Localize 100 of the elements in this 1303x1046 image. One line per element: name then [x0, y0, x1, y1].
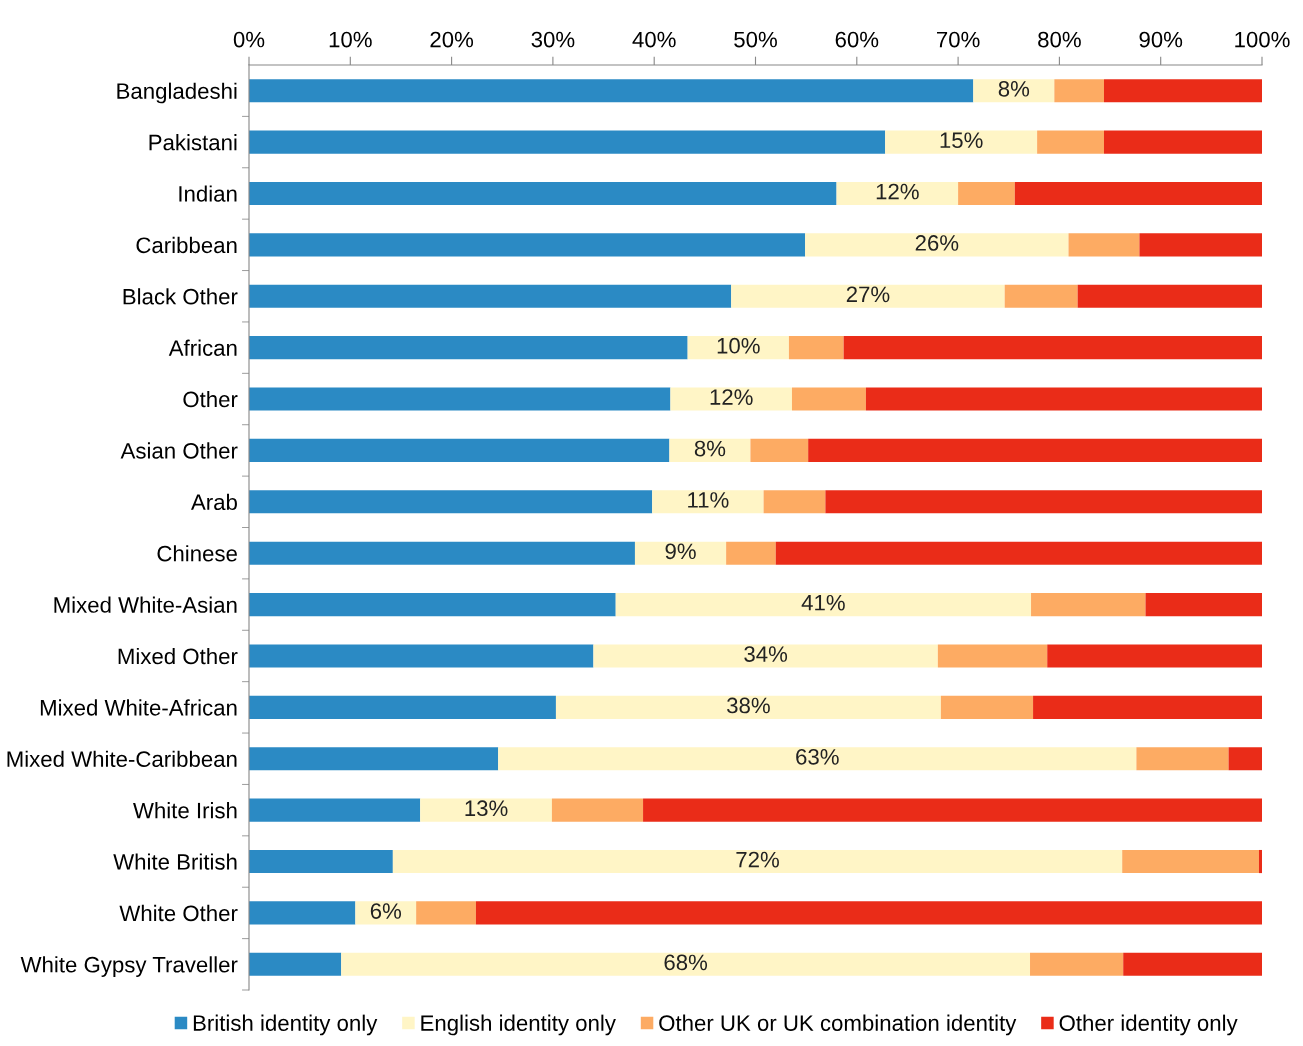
bar — [1077, 284, 1262, 308]
data-label: 8% — [998, 80, 1030, 97]
data-label: 34% — [744, 646, 788, 662]
x-tick-label: 80% — [1038, 31, 1081, 48]
bar — [940, 695, 1034, 719]
bar — [937, 644, 1048, 668]
y-tick-label: Chinese — [157, 545, 237, 562]
bar — [652, 490, 764, 514]
data-label: 10% — [717, 337, 760, 354]
bar — [1004, 284, 1078, 308]
y-tick-label: African — [168, 339, 237, 356]
bar — [775, 541, 1262, 565]
bar — [1054, 79, 1104, 103]
bar — [885, 130, 1038, 154]
y-tick-label: White Other — [119, 904, 238, 922]
bar — [416, 901, 476, 925]
bar — [750, 438, 809, 462]
bar — [1258, 849, 1262, 874]
data-label: 9% — [665, 543, 696, 560]
data-label: 12% — [710, 389, 753, 405]
bar — [1047, 644, 1262, 668]
bar — [475, 901, 1262, 925]
bar — [249, 336, 688, 360]
bar — [1228, 747, 1262, 771]
bar — [249, 233, 806, 257]
bar — [1030, 952, 1124, 976]
bar — [687, 336, 789, 360]
bar — [788, 336, 844, 360]
bar — [249, 490, 653, 514]
bar — [1103, 79, 1262, 103]
x-tick-label: 20% — [430, 31, 474, 48]
y-tick-label: White Irish — [133, 802, 237, 819]
y-tick-label: Asian Other — [120, 442, 238, 459]
y-tick-label: Mixed Other — [118, 647, 238, 665]
bar — [865, 387, 1262, 411]
data-label: 38% — [727, 697, 770, 714]
x-tick-label: 70% — [937, 31, 980, 48]
bar — [249, 695, 556, 719]
bar — [249, 849, 393, 874]
bar — [249, 181, 837, 206]
bar — [763, 490, 826, 514]
data-label: 63% — [796, 748, 839, 765]
bar — [249, 79, 974, 103]
bar — [825, 490, 1262, 514]
y-tick-label: Caribbean — [136, 236, 237, 254]
data-label: 15% — [940, 132, 983, 149]
data-label: 11% — [688, 492, 729, 508]
x-tick-label: 100% — [1235, 31, 1290, 48]
y-tick-label: Bangladeshi — [117, 82, 237, 104]
data-label: 8% — [694, 440, 726, 457]
data-label: 12% — [876, 183, 919, 200]
bar — [634, 541, 727, 565]
data-label: 26% — [915, 235, 959, 251]
y-tick-label: Mixed White-African — [40, 699, 237, 716]
y-tick-label: White Gypsy Traveller — [20, 956, 238, 977]
y-tick-label: Other — [183, 390, 238, 408]
x-tick-label: 30% — [531, 31, 575, 48]
bar — [1139, 233, 1262, 257]
bar — [593, 644, 938, 668]
bar — [958, 181, 1015, 206]
bar — [392, 849, 1123, 874]
bar — [1014, 181, 1262, 206]
bar — [805, 233, 1069, 257]
bar — [615, 593, 1032, 617]
y-tick-label: Black Other — [123, 288, 238, 305]
bar — [420, 798, 552, 822]
legend-label: British identity only — [193, 1014, 378, 1036]
bar — [670, 387, 792, 411]
bar — [843, 336, 1262, 360]
bar — [836, 181, 959, 206]
bar — [1122, 849, 1259, 874]
x-tick-label: 50% — [734, 31, 777, 48]
bar — [973, 79, 1055, 103]
legend-label: English identity only — [421, 1014, 616, 1036]
bar — [249, 387, 671, 411]
bar — [1103, 130, 1262, 154]
x-tick-label: 90% — [1139, 31, 1183, 48]
y-tick-label: Arab — [191, 493, 237, 511]
x-tick-label: 60% — [835, 31, 879, 48]
bar — [249, 438, 670, 462]
x-tick-label: 40% — [632, 31, 676, 48]
bar — [249, 130, 886, 154]
y-tick-label: Mixed White-Caribbean — [7, 750, 237, 768]
bar — [249, 952, 342, 976]
data-label: 68% — [664, 954, 708, 971]
bar — [808, 438, 1262, 462]
legend-label: Other UK or UK combination identity — [659, 1014, 1017, 1036]
data-label: 13% — [465, 800, 508, 817]
data-label: 27% — [846, 286, 890, 303]
bar — [555, 695, 941, 719]
x-tick-label: 0% — [233, 31, 265, 48]
data-label: 72% — [736, 851, 779, 868]
y-tick-label: White British — [113, 853, 237, 870]
bar — [1033, 695, 1262, 719]
bar — [341, 952, 1031, 976]
bar — [1123, 952, 1262, 976]
y-tick-label: Pakistani — [149, 134, 237, 151]
bar — [1145, 593, 1262, 617]
bar — [249, 644, 594, 668]
y-tick-label: Mixed White-Asian — [54, 596, 237, 613]
